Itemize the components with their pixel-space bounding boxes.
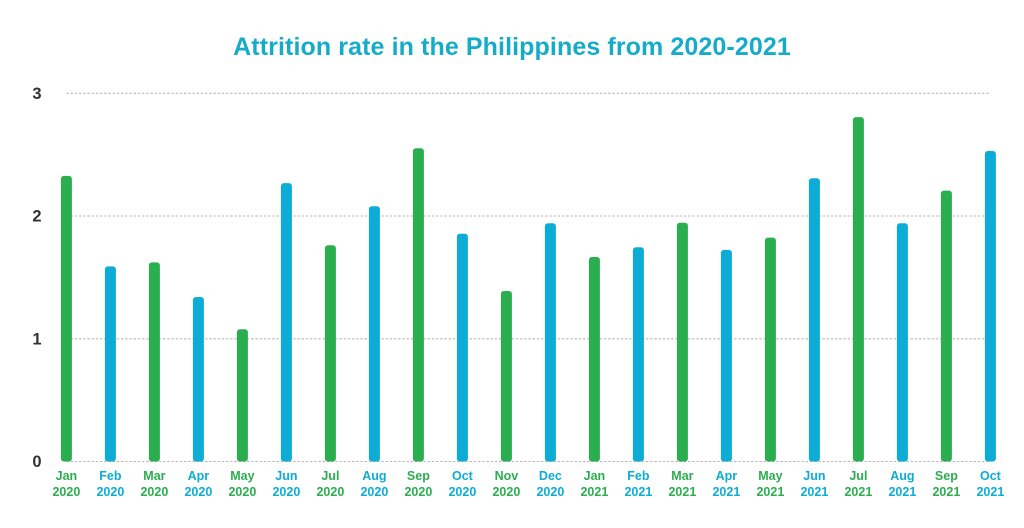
- svg-text:Jul: Jul: [321, 469, 339, 483]
- svg-text:Apr: Apr: [716, 469, 738, 483]
- svg-text:Mar: Mar: [671, 469, 693, 483]
- svg-text:2021: 2021: [580, 485, 608, 499]
- svg-text:2020: 2020: [228, 485, 256, 499]
- svg-text:2021: 2021: [844, 485, 872, 499]
- svg-text:2021: 2021: [932, 485, 960, 499]
- svg-text:2: 2: [32, 208, 41, 226]
- svg-text:2021: 2021: [976, 485, 1004, 499]
- svg-text:Nov: Nov: [495, 469, 519, 483]
- svg-text:2021: 2021: [756, 485, 784, 499]
- svg-text:2020: 2020: [52, 485, 80, 499]
- svg-text:Jan: Jan: [584, 469, 606, 483]
- svg-text:2021: 2021: [624, 485, 652, 499]
- svg-text:Dec: Dec: [539, 469, 562, 483]
- svg-text:Aug: Aug: [890, 469, 914, 483]
- svg-text:2020: 2020: [448, 485, 476, 499]
- svg-text:2021: 2021: [712, 485, 740, 499]
- svg-text:Apr: Apr: [188, 469, 210, 483]
- svg-text:1: 1: [32, 330, 41, 348]
- svg-text:Sep: Sep: [407, 469, 430, 483]
- svg-text:Oct: Oct: [980, 469, 1002, 483]
- svg-text:2020: 2020: [360, 485, 388, 499]
- svg-text:Sep: Sep: [935, 469, 958, 483]
- svg-text:3: 3: [32, 85, 41, 103]
- svg-text:2020: 2020: [404, 485, 432, 499]
- svg-text:2020: 2020: [140, 485, 168, 499]
- svg-text:Aug: Aug: [362, 469, 386, 483]
- svg-text:Jan: Jan: [56, 469, 78, 483]
- svg-text:2021: 2021: [800, 485, 828, 499]
- svg-text:2020: 2020: [316, 485, 344, 499]
- svg-text:2020: 2020: [96, 485, 124, 499]
- svg-text:2021: 2021: [668, 485, 696, 499]
- svg-text:Feb: Feb: [99, 469, 122, 483]
- svg-text:2020: 2020: [536, 485, 564, 499]
- svg-text:2021: 2021: [888, 485, 916, 499]
- svg-text:Feb: Feb: [627, 469, 650, 483]
- svg-text:Oct: Oct: [452, 469, 474, 483]
- svg-text:May: May: [758, 469, 782, 483]
- svg-text:May: May: [230, 469, 254, 483]
- svg-text:2020: 2020: [492, 485, 520, 499]
- svg-text:2020: 2020: [272, 485, 300, 499]
- svg-text:Jul: Jul: [849, 469, 867, 483]
- svg-text:Mar: Mar: [143, 469, 165, 483]
- svg-text:Jun: Jun: [803, 469, 825, 483]
- svg-text:Jun: Jun: [275, 469, 297, 483]
- svg-text:0: 0: [32, 453, 41, 471]
- svg-text:2020: 2020: [184, 485, 212, 499]
